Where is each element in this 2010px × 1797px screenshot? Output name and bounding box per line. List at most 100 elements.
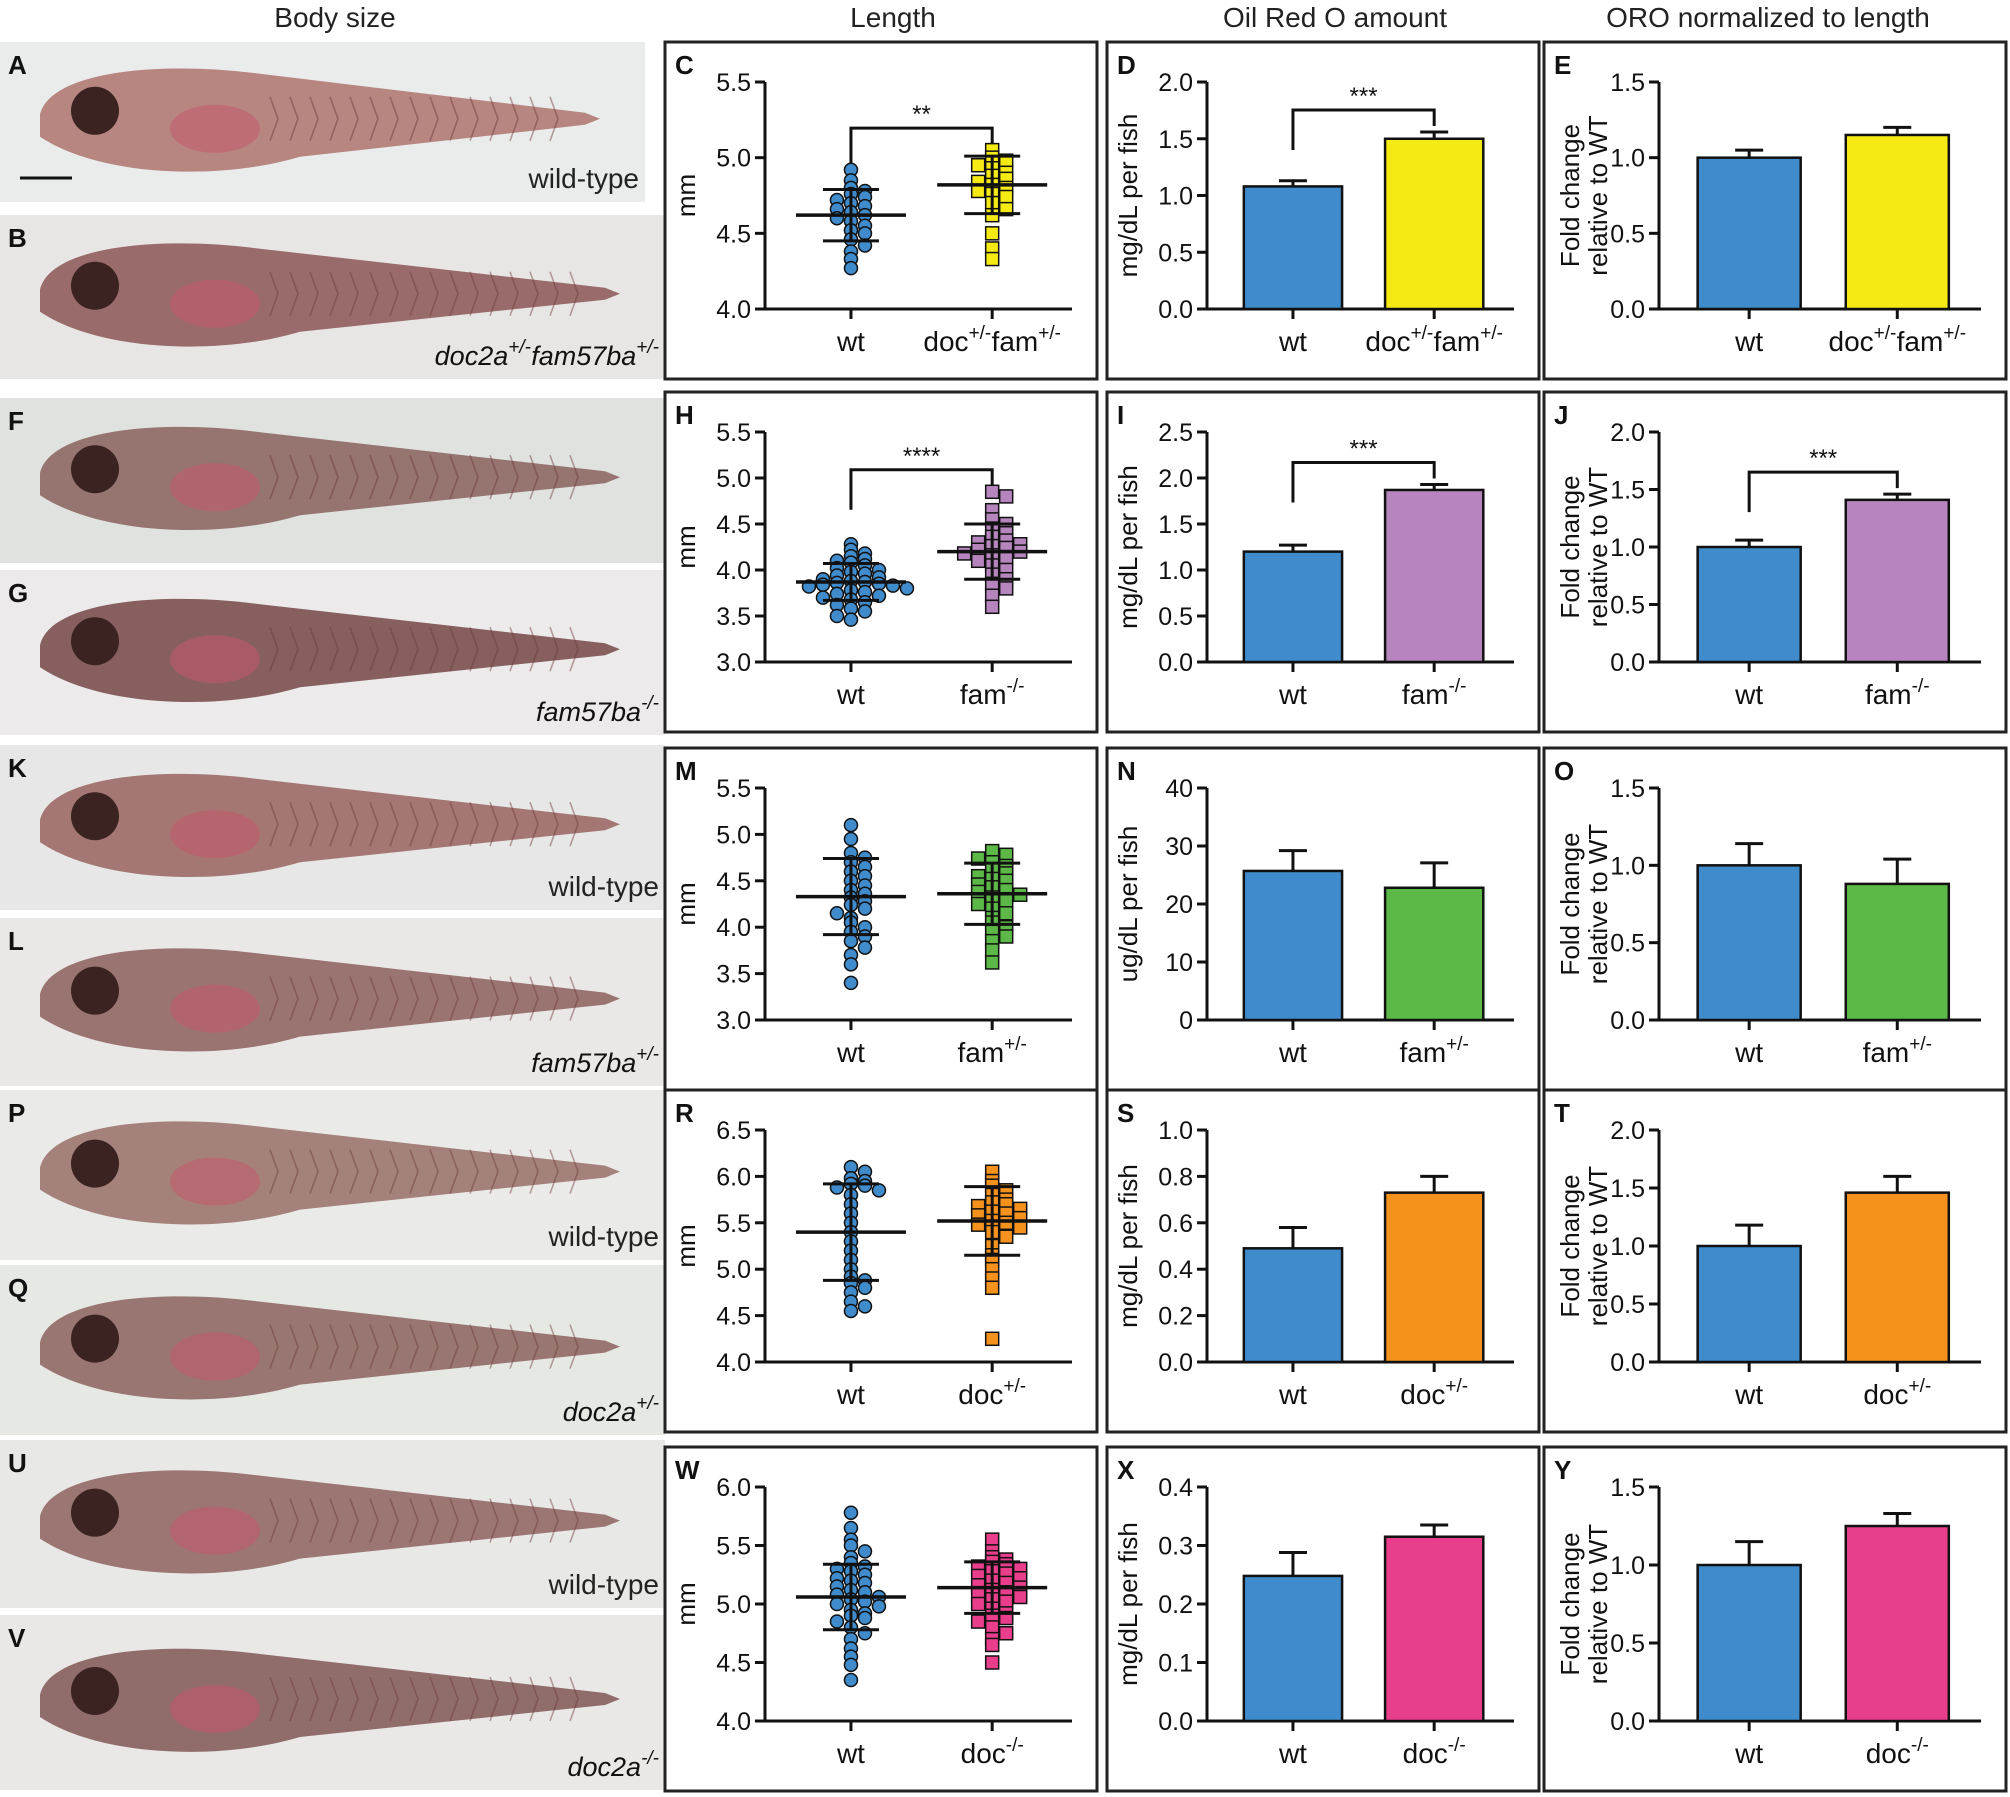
label-superscript: +/- [508, 337, 531, 358]
label-text: fam57ba [536, 697, 641, 727]
bar [1696, 1244, 1802, 1364]
data-point [970, 884, 986, 900]
y-axis-label: mm [671, 1582, 701, 1625]
y-tick-label: 0.2 [1158, 1303, 1193, 1331]
bar [1844, 882, 1951, 1022]
y-tick-label: 1.5 [1610, 1474, 1645, 1502]
y-axis-label: relative to WT [1583, 824, 1613, 984]
panel-h: H 3.0 3.5 4.0 4.5 5.0 5.5 mm wt fam-/- **** [663, 390, 1099, 734]
y-tick-label: 30 [1165, 833, 1193, 861]
y-tick-label: 0.5 [1158, 239, 1193, 267]
label-text: doc [961, 1738, 1006, 1769]
label-superscript: -/- [641, 1748, 659, 1769]
bar [1844, 1524, 1951, 1723]
label-text: doc [1365, 326, 1410, 357]
panel-letter: J [1554, 400, 1568, 430]
y-axis-label: Fold change [1555, 1532, 1585, 1675]
column-title-body-size: Body size [274, 2, 395, 33]
data-point [857, 226, 873, 241]
y-tick-label: 0.1 [1158, 1650, 1193, 1678]
y-tick-label: 0.5 [1610, 1291, 1645, 1319]
panel-x: X 0.0 0.1 0.2 0.3 0.4 mg/dL per fish wt doc-/- [1105, 1445, 1541, 1793]
label-superscript: +/- [636, 337, 659, 358]
genotype-label: wild-type [548, 1221, 659, 1252]
y-axis-label: mm [671, 174, 701, 217]
label-text: wt [1278, 679, 1307, 710]
y-axis-label: Fold change [1555, 1174, 1585, 1317]
data-point [998, 906, 1014, 921]
y-tick-label: 1.5 [1158, 511, 1193, 539]
bar [1696, 864, 1802, 1022]
column-title-oro-normalized: ORO normalized to length [1606, 2, 1930, 33]
y-axis-label: relative to WT [1583, 1524, 1613, 1684]
label-text: doc [1403, 1738, 1448, 1769]
fish-eye [71, 1488, 119, 1537]
data-point [871, 576, 887, 592]
y-tick-label: 2.0 [1158, 465, 1193, 493]
y-tick-label: 5.0 [716, 821, 751, 849]
y-axis-label: relative to WT [1583, 467, 1613, 627]
panel-r: R 4.0 4.5 5.0 5.5 6.0 6.5 mm wt doc+/- [663, 1088, 1099, 1434]
data-point [984, 1331, 1000, 1347]
x-category-label: fam+/- [1863, 1034, 1932, 1068]
label-text: doc2a [563, 1397, 637, 1427]
label-text: doc [1863, 1379, 1908, 1410]
label-text: fam [1402, 679, 1449, 710]
label-text: wt [836, 326, 865, 357]
label-superscript: +/- [636, 1044, 659, 1065]
label-text: doc [1829, 326, 1874, 357]
panel-letter: S [1117, 1098, 1134, 1128]
panel-letter: E [1554, 50, 1571, 80]
panel-frame [663, 40, 1099, 381]
genotype-label: fam57ba-/- [536, 693, 659, 727]
bar [1844, 1191, 1951, 1364]
x-category-label: fam-/- [1402, 676, 1467, 710]
y-tick-label: 0.5 [1610, 220, 1645, 248]
label-superscript: -/- [1911, 1735, 1929, 1756]
data-point [857, 1610, 873, 1626]
bar [1242, 550, 1344, 664]
label-text: wt [836, 1379, 865, 1410]
panel-letter: R [675, 1098, 694, 1128]
significance-label: ** [912, 101, 931, 128]
panel-letter: X [1117, 1455, 1135, 1485]
panel-frame [663, 390, 1099, 734]
bar [1383, 1191, 1485, 1364]
fish-body [40, 68, 600, 172]
fish-segments [269, 1324, 579, 1369]
label-text: wt [1278, 1738, 1307, 1769]
data-point [998, 929, 1014, 944]
fish-organ [170, 635, 260, 684]
label-superscript: +/- [1446, 1034, 1469, 1055]
fish-segments [269, 1498, 579, 1543]
fish-eye [71, 86, 119, 135]
label-text: fam57ba [531, 341, 636, 371]
bar [1242, 1247, 1344, 1364]
panel-n: N 0 10 20 30 40 ug/dL per fish wt fam+/- [1105, 746, 1541, 1092]
genotype-label: fam57ba+/- [531, 1044, 659, 1078]
fish-eye [71, 261, 119, 310]
label-text: doc2a [435, 341, 509, 371]
y-axis-label: mm [671, 882, 701, 925]
data-point [970, 157, 986, 173]
fish-eye [71, 1314, 119, 1363]
x-category-label: wt [1278, 326, 1307, 357]
label-text: doc [958, 1379, 1003, 1410]
genotype-label: doc2a+/- fam57ba+/- [435, 337, 659, 371]
label-text: doc [1866, 1738, 1911, 1769]
bar [1383, 488, 1485, 664]
fish-organ [170, 104, 260, 153]
genotype-label: doc2a+/- [563, 1393, 659, 1427]
panel-letter: Y [1554, 1455, 1571, 1485]
y-axis-label: Fold change [1555, 475, 1585, 618]
label-text: fam [1434, 326, 1481, 357]
data-point [984, 943, 1000, 958]
significance-bracket [1291, 460, 1436, 503]
label-superscript: +/- [1445, 1376, 1468, 1397]
